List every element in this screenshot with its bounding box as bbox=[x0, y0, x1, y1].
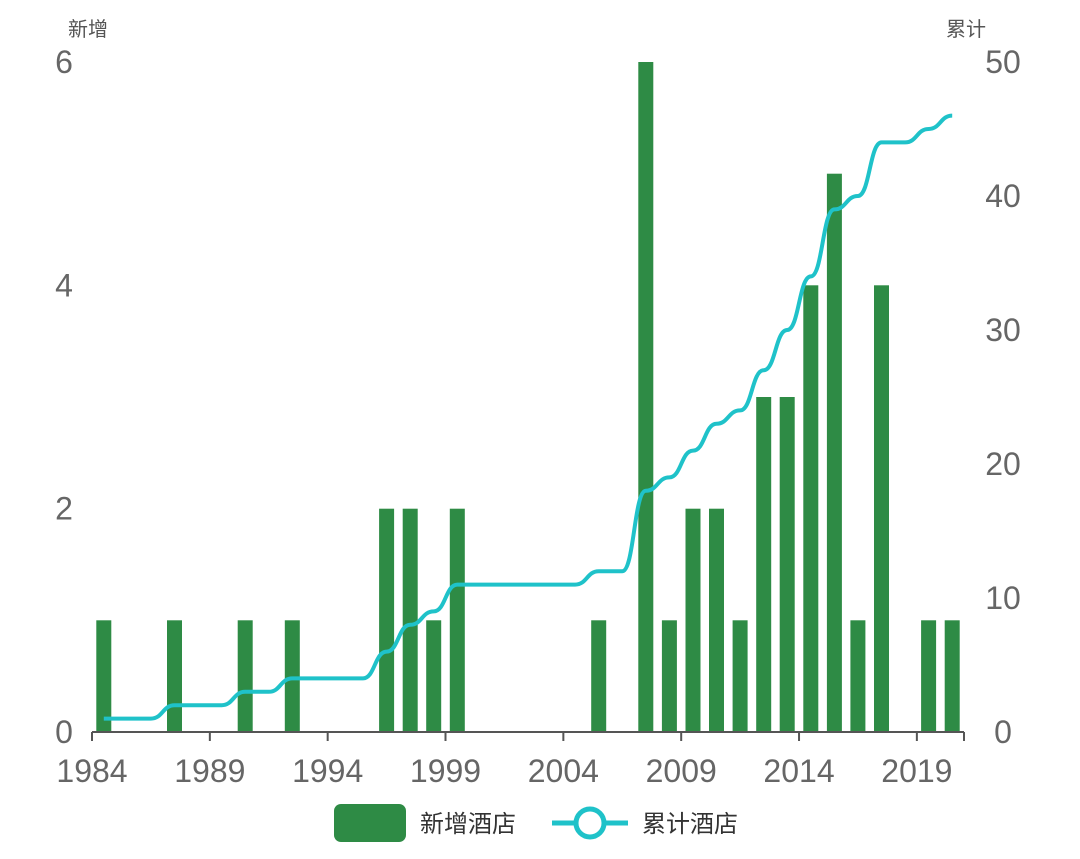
bar-series-new-hotels bbox=[96, 62, 960, 732]
bar-2005 bbox=[591, 620, 607, 732]
legend-line-marker bbox=[573, 806, 607, 840]
y-left-tick-label-4: 4 bbox=[55, 267, 73, 303]
y-right-tick-label-30: 30 bbox=[985, 312, 1021, 348]
bar-2007 bbox=[638, 62, 654, 732]
bar-2014 bbox=[803, 285, 819, 732]
bar-2012 bbox=[756, 397, 772, 732]
y-right-tick-label-40: 40 bbox=[985, 178, 1021, 214]
x-tick-label-2019: 2019 bbox=[881, 753, 952, 789]
bar-2008 bbox=[661, 620, 677, 732]
x-tick-label-1984: 1984 bbox=[56, 753, 127, 789]
y-right-axis-title: 累计 bbox=[946, 17, 986, 41]
legend-bar-swatch bbox=[334, 804, 406, 842]
bar-1999 bbox=[449, 508, 465, 732]
bar-2020 bbox=[944, 620, 960, 732]
bar-1996 bbox=[379, 508, 395, 732]
bar-2019 bbox=[921, 620, 937, 732]
y-left-tick-label-2: 2 bbox=[55, 491, 73, 527]
bar-2013 bbox=[779, 397, 795, 732]
bar-2010 bbox=[709, 508, 724, 732]
line-series-cumulative-hotels bbox=[103, 113, 953, 721]
bar-1992 bbox=[284, 620, 300, 732]
y-left-axis-title: 新增 bbox=[68, 17, 108, 41]
legend-label-cumulative-hotels: 累计酒店 bbox=[642, 810, 738, 838]
legend-label-new-hotels: 新增酒店 bbox=[420, 810, 516, 838]
bar-2015 bbox=[826, 173, 842, 732]
bar-2016 bbox=[850, 620, 866, 732]
y-right-tick-label-10: 10 bbox=[985, 580, 1021, 616]
x-tick-label-1999: 1999 bbox=[410, 753, 481, 789]
bar-1990 bbox=[237, 620, 253, 732]
x-tick-label-2009: 2009 bbox=[646, 753, 717, 789]
bar-1997 bbox=[402, 508, 418, 732]
x-tick-label-1989: 1989 bbox=[174, 753, 245, 789]
bar-2011 bbox=[732, 620, 748, 732]
y-right-tick-label-0: 0 bbox=[994, 714, 1012, 750]
bar-2017 bbox=[874, 285, 889, 732]
y-left-tick-label-0: 0 bbox=[55, 714, 73, 750]
x-tick-label-2004: 2004 bbox=[528, 753, 599, 789]
bar-1984 bbox=[96, 620, 112, 732]
axes: 1984 1989 1994 1999 2004 2009 2014 2019 0 2 4 6 0 10 2… bbox=[55, 17, 1021, 789]
cumulative-line bbox=[103, 113, 953, 721]
x-tick-label-1994: 1994 bbox=[292, 753, 363, 789]
x-tick-label-2014: 2014 bbox=[763, 753, 834, 789]
y-left-tick-label-6: 6 bbox=[55, 44, 73, 80]
bar-1987 bbox=[167, 620, 182, 732]
y-right-tick-label-50: 50 bbox=[985, 44, 1021, 80]
bar-1998 bbox=[426, 620, 442, 732]
bar-2009 bbox=[685, 508, 701, 732]
legend: 新增酒店 累计酒店 bbox=[334, 804, 738, 842]
y-right-tick-label-20: 20 bbox=[985, 446, 1021, 482]
